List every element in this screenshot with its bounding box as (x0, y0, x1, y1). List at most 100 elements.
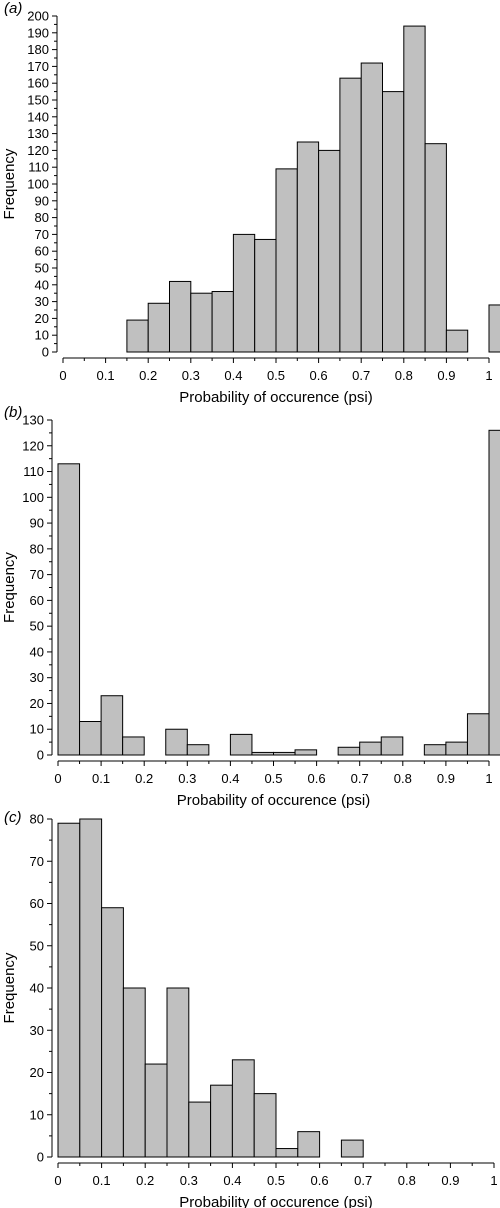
y-tick-label: 60 (35, 244, 49, 259)
histogram-bar (165, 728, 188, 756)
x-tick-label: 0.9 (437, 771, 455, 786)
x-tick-label: 1 (485, 368, 492, 383)
y-tick-label: 10 (30, 1107, 44, 1122)
histogram-chart-c: 0 10 20 30 40 50 60 70 80 0 0.1 0.2 0.3 0.4 0.5 0.6 0.7 0… (1, 812, 498, 1208)
y-tick-label: 0 (37, 1150, 44, 1165)
y-tick-label: 100 (27, 177, 49, 192)
y-tick-label: 60 (30, 896, 44, 911)
y-tick-label: 70 (30, 567, 44, 582)
x-tick-label: 0 (54, 771, 61, 786)
y-tick-label: 90 (35, 193, 49, 208)
histogram-bar (403, 25, 426, 353)
y-tick-label: 40 (30, 644, 44, 659)
y-tick-label: 40 (35, 277, 49, 292)
histogram-bar (273, 751, 296, 756)
x-tick-label: 0.7 (351, 771, 369, 786)
x-axis-label: Probability of occurence (psi) (177, 792, 370, 809)
y-tick-label: 60 (30, 593, 44, 608)
histogram-bar (424, 143, 447, 353)
y-tick-label: 130 (27, 126, 49, 141)
y-tick-label: 180 (27, 42, 49, 57)
y-axis-label: Frequency (1, 552, 18, 623)
y-tick-label: 50 (30, 938, 44, 953)
x-tick-label: 0 (59, 368, 66, 383)
histogram-panel-b: (b) 0 10 20 30 40 50 60 70 80 90 100 110 120 130 0 0.1 0… (0, 404, 500, 809)
x-tick-label: 1 (490, 1173, 497, 1188)
x-tick-label: 0.3 (180, 1173, 198, 1188)
x-tick-label: 0.5 (267, 368, 285, 383)
histogram-bar (360, 62, 384, 353)
y-tick-label: 80 (35, 210, 49, 225)
histogram-bar (382, 91, 405, 353)
bars (126, 25, 500, 353)
x-tick-label: 0.4 (223, 1173, 241, 1188)
panel-label: (b) (4, 404, 23, 421)
x-tick-label: 0.2 (139, 368, 157, 383)
histogram-bar (275, 168, 298, 353)
histogram-bar (210, 1084, 233, 1158)
histogram-bar (251, 751, 274, 756)
y-tick-label: 30 (35, 294, 49, 309)
histogram-bar (445, 329, 469, 353)
histogram-bar (166, 987, 190, 1158)
histogram-bar (231, 1059, 255, 1158)
y-tick-label: 110 (28, 160, 49, 175)
x-tick-label: 1 (485, 771, 492, 786)
histogram-bar (380, 736, 404, 756)
x-tick-label: 0.8 (398, 1173, 416, 1188)
y-tick-label: 170 (27, 59, 49, 74)
x-tick-label: 0.3 (178, 771, 196, 786)
histogram-bar (318, 149, 341, 353)
histogram-bar (211, 291, 234, 353)
x-tick-label: 0.5 (264, 771, 282, 786)
y-tick-label: 30 (30, 670, 44, 685)
histogram-bar (337, 746, 361, 756)
histogram-bar (147, 302, 170, 353)
panel-label: (c) (4, 809, 22, 826)
y-tick-label: 100 (22, 490, 44, 505)
histogram-bar (79, 721, 102, 756)
histogram-bar (253, 1093, 277, 1158)
y-tick-label: 30 (30, 1023, 44, 1038)
y-tick-label: 80 (30, 541, 44, 556)
x-tick-label: 0.4 (221, 771, 239, 786)
histogram-bar (186, 744, 210, 756)
x-tick-label: 0.2 (136, 1173, 154, 1188)
histogram-bar (126, 319, 149, 353)
x-tick-label: 0.2 (135, 771, 153, 786)
y-tick-label: 110 (23, 464, 44, 479)
y-tick-label: 20 (30, 696, 44, 711)
y-tick-label: 190 (27, 25, 49, 40)
histogram-bar (122, 987, 146, 1158)
histogram-bar (232, 233, 256, 353)
x-tick-label: 0 (54, 1173, 61, 1188)
histogram-bar (122, 736, 145, 756)
x-tick-label: 0.6 (308, 771, 326, 786)
histogram-bar (488, 429, 500, 756)
y-tick-label: 140 (27, 109, 49, 124)
y-tick-label: 0 (37, 748, 44, 763)
y-tick-label: 150 (27, 93, 49, 108)
x-tick-label: 0.5 (267, 1173, 285, 1188)
x-tick-label: 0.6 (310, 368, 328, 383)
y-tick-label: 50 (30, 619, 44, 634)
x-tick-label: 0.9 (441, 1173, 459, 1188)
x-tick-label: 0.3 (182, 368, 200, 383)
histogram-bar (101, 907, 124, 1158)
x-tick-label: 0.8 (395, 368, 413, 383)
y-tick-label: 10 (30, 722, 44, 737)
histogram-bar (423, 744, 447, 756)
histogram-panel-c: (c) 0 10 20 30 40 50 60 70 80 0 0.1 0.2 0.3 0.4 0.5 0.6… (0, 809, 500, 1208)
y-tick-label: 130 (22, 413, 44, 428)
x-tick-label: 0.7 (352, 368, 370, 383)
histogram-bar (144, 1063, 168, 1158)
histogram-bar (188, 1101, 212, 1158)
histogram-bar (359, 741, 382, 756)
x-tick-label: 0.4 (224, 368, 242, 383)
histogram-bar (79, 818, 103, 1158)
y-tick-label: 10 (35, 328, 49, 343)
histogram-chart-b: 0 10 20 30 40 50 60 70 80 90 100 110 120 130 0 0.1 0.2 0.… (1, 413, 500, 809)
histogram-bar (190, 292, 213, 353)
histogram-bar (339, 77, 362, 353)
y-axis-label: Frequency (1, 952, 18, 1023)
